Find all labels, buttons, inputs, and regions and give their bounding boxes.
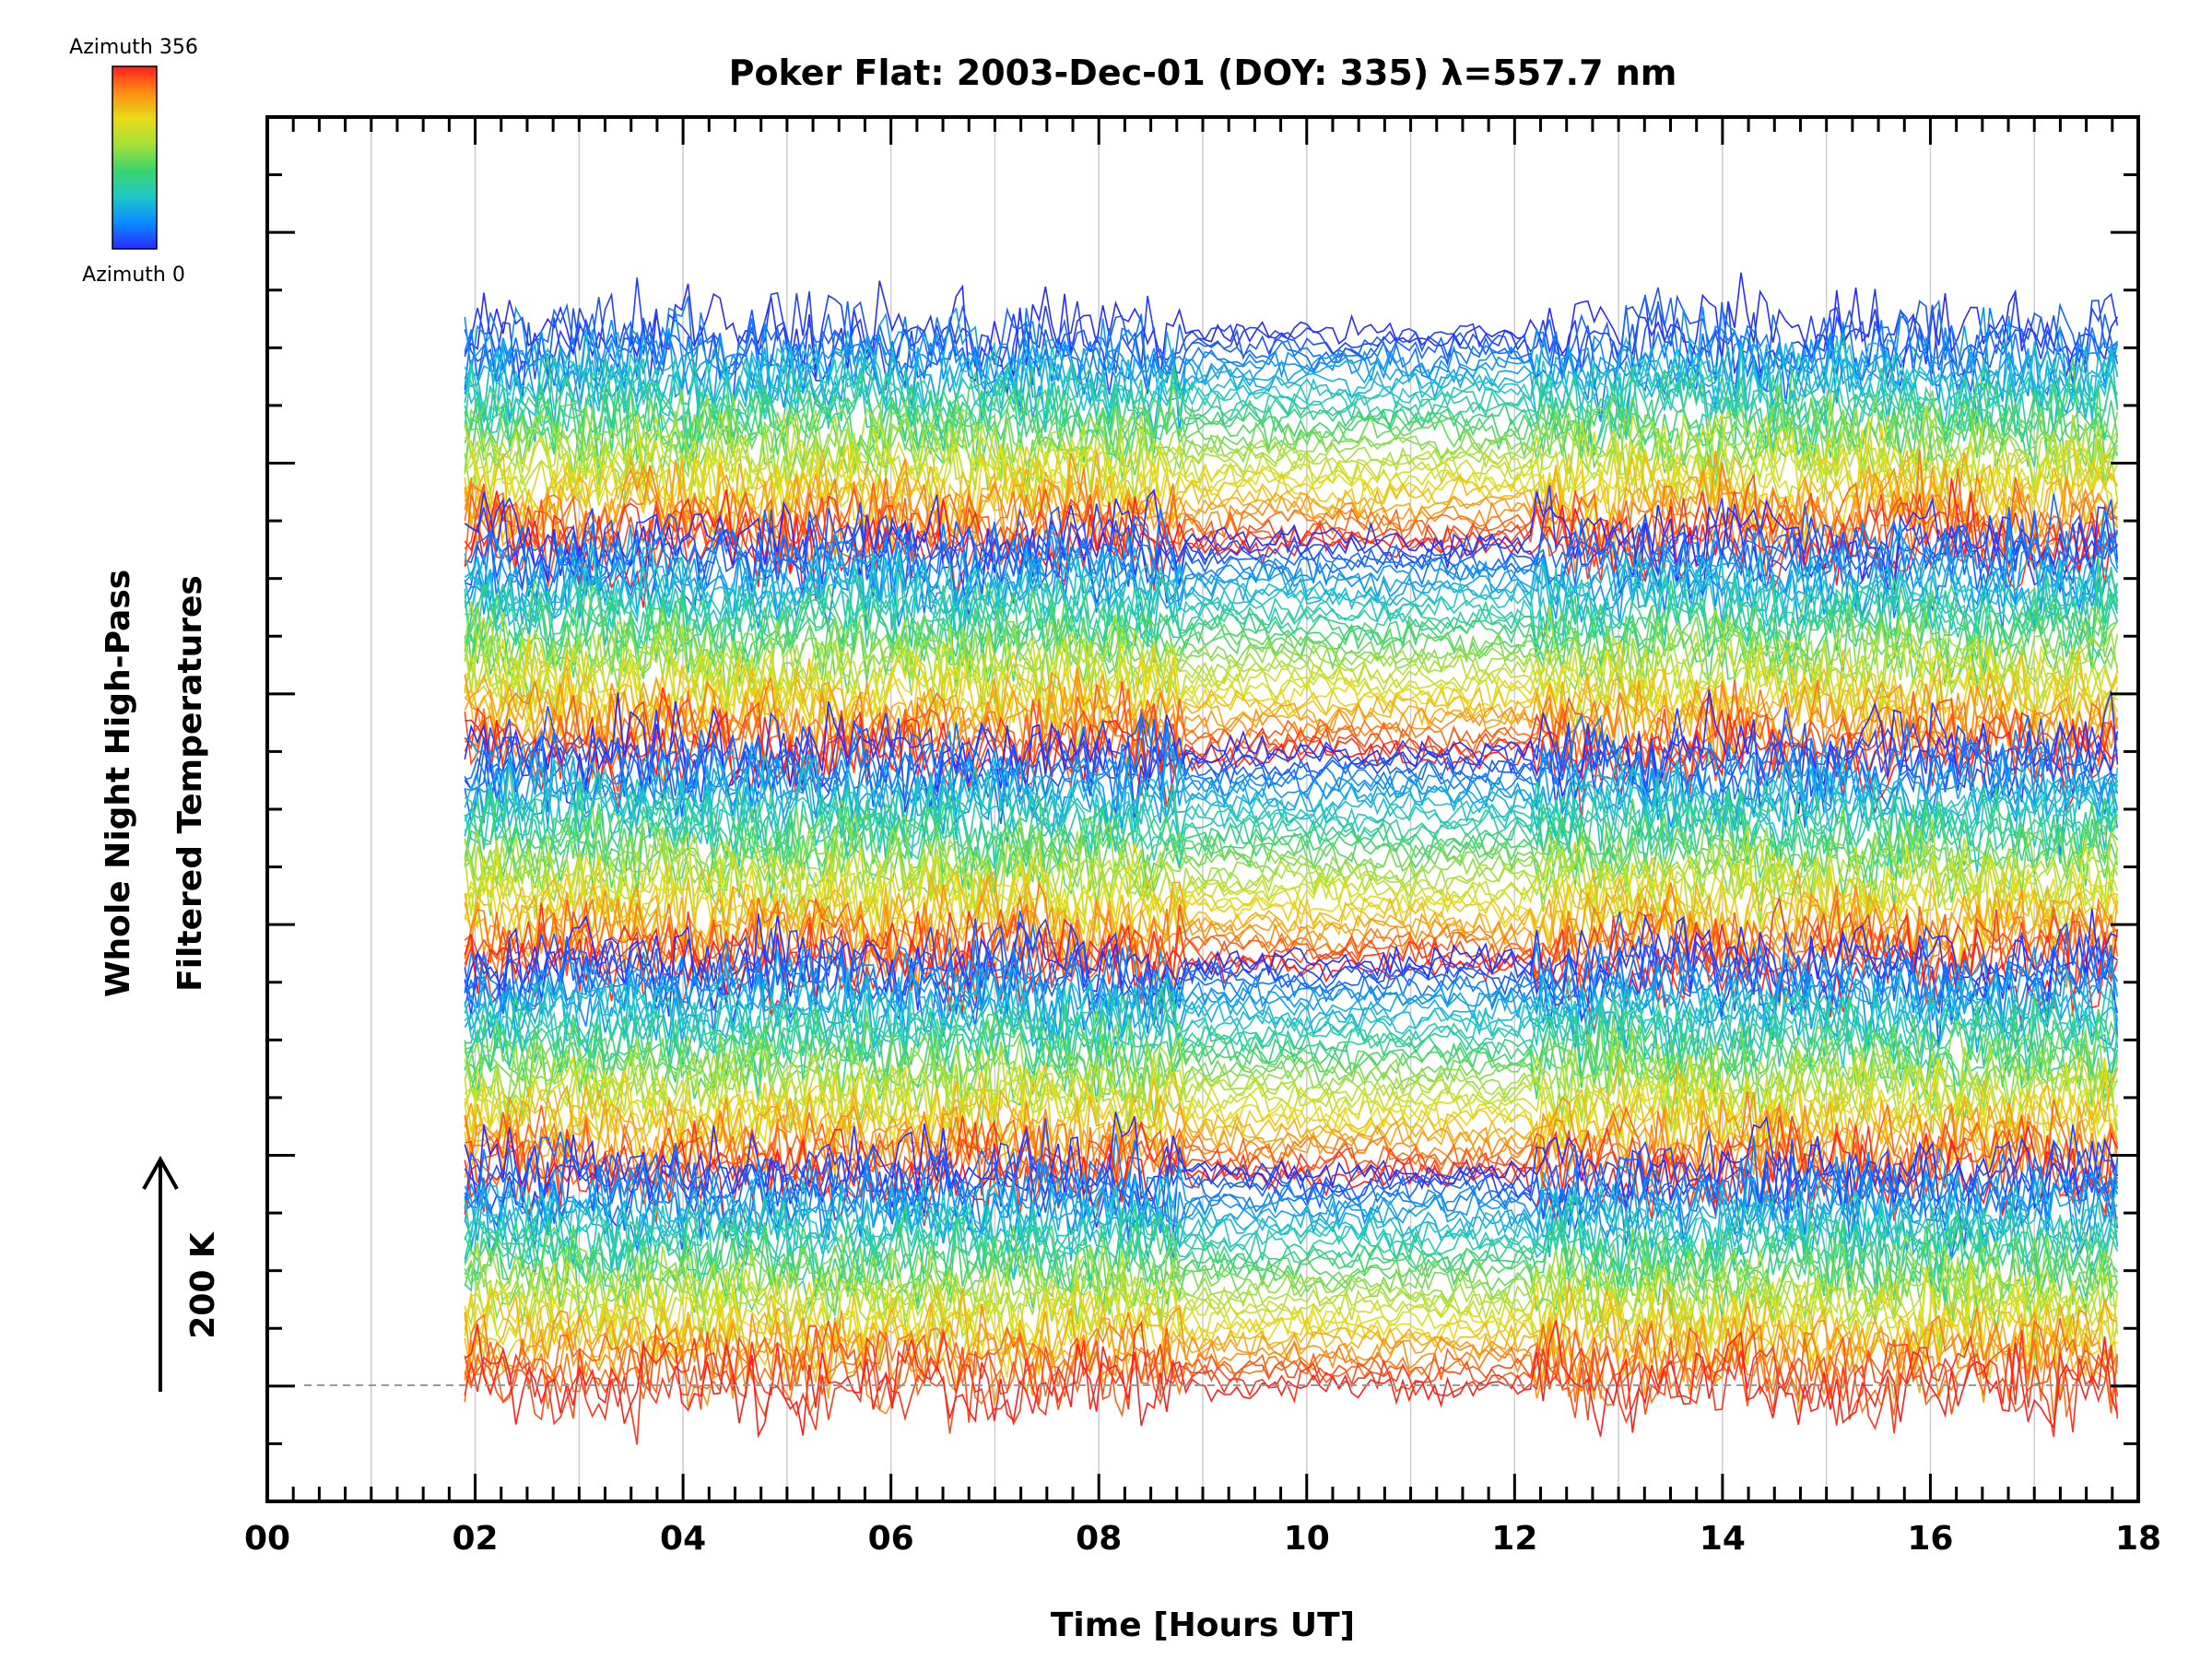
x-tick-label: 18 <box>2115 1520 2161 1558</box>
series-line <box>464 1320 2119 1439</box>
series-line <box>464 1084 2119 1198</box>
x-tick-label: 10 <box>1284 1520 1330 1558</box>
series-line <box>464 413 2119 524</box>
x-tick-label: 14 <box>1700 1520 1746 1558</box>
series-line <box>464 1279 2118 1387</box>
series-line <box>464 798 2119 929</box>
x-tick-label: 06 <box>868 1520 914 1558</box>
x-tick-label: 00 <box>244 1520 290 1558</box>
series-line <box>464 329 2119 443</box>
series-line <box>464 1176 2119 1300</box>
y-axis-label-line-2: Filtered Temperatures <box>171 575 209 992</box>
series-line <box>464 296 2118 419</box>
series-line <box>464 917 2118 1024</box>
series-line <box>464 429 2119 536</box>
series-line <box>464 806 2119 904</box>
series-line <box>465 731 2119 834</box>
series-line <box>464 353 2119 469</box>
series-line <box>464 1009 2119 1131</box>
series-line <box>464 874 2119 992</box>
series-line <box>464 1199 2119 1323</box>
series-line <box>464 1092 2119 1201</box>
colorbar-gradient <box>112 65 158 250</box>
axis-ticks <box>265 115 2140 1503</box>
series-line <box>464 453 2119 559</box>
series-line <box>464 339 2119 455</box>
series-line <box>464 690 2119 813</box>
x-tick-label: 16 <box>1907 1520 1953 1558</box>
series-line <box>464 415 2119 535</box>
series-line <box>464 1013 2119 1128</box>
series-line <box>464 1054 2118 1167</box>
x-tick-label: 02 <box>453 1520 499 1558</box>
series-line <box>464 1212 2118 1318</box>
series-line <box>464 547 2119 651</box>
series-line <box>464 306 2119 421</box>
up-arrow-icon <box>142 1155 179 1392</box>
series-line <box>464 328 2119 451</box>
series-line <box>464 679 2119 789</box>
x-tick-label: 04 <box>660 1520 706 1558</box>
chart-title: Poker Flat: 2003-Dec-01 (DOY: 335) λ=557… <box>729 53 1677 93</box>
x-tick-label: 12 <box>1491 1520 1537 1558</box>
series-line <box>464 808 2119 917</box>
x-tick-labels: 00 02 04 06 08 10 12 14 16 18 <box>244 1520 2161 1558</box>
azimuth-colorbar: Azimuth 356 Azimuth 0 <box>69 36 198 287</box>
scale-indicator: 200 K <box>142 1155 222 1392</box>
x-tick-label: 08 <box>1076 1520 1122 1558</box>
series-line <box>464 666 2119 780</box>
series-line <box>464 1317 2119 1418</box>
series-line <box>464 1036 2118 1152</box>
series-line <box>464 390 2119 524</box>
series-line <box>464 1261 2119 1376</box>
series-line <box>464 1027 2119 1156</box>
series-line <box>464 934 2119 1027</box>
series-line <box>464 975 2119 1084</box>
series-line <box>464 640 2119 766</box>
series-line <box>464 771 2118 875</box>
series-line <box>464 824 2119 933</box>
series-line <box>465 975 2119 1090</box>
series-line <box>464 786 2119 898</box>
series-line <box>464 1057 2119 1169</box>
series-line <box>464 1240 2119 1361</box>
series-line <box>464 947 2119 1053</box>
series-line <box>464 1257 2118 1370</box>
series-line <box>464 385 2119 503</box>
series-line <box>464 904 2119 1008</box>
x-axis-label: Time [Hours UT] <box>1051 1606 1355 1644</box>
series-line <box>464 491 2119 602</box>
scale-indicator-label: 200 K <box>184 1231 222 1339</box>
series-line <box>464 545 2119 684</box>
series-line <box>464 305 2119 433</box>
series-line <box>464 412 2119 523</box>
data-series <box>464 272 2119 1445</box>
series-line <box>464 924 2119 1041</box>
series-line <box>464 1158 2119 1262</box>
y-axis-label-line-1: Whole Night High-Pass <box>100 570 137 997</box>
series-line <box>464 753 2119 873</box>
series-line <box>464 742 2119 865</box>
series-line <box>464 938 2119 1051</box>
series-line <box>465 494 2119 612</box>
colorbar-top-label: Azimuth 356 <box>69 36 198 59</box>
series-line <box>465 1059 2119 1179</box>
series-line <box>465 556 2118 688</box>
colorbar-bottom-label: Azimuth 0 <box>82 264 185 287</box>
series-line <box>464 1124 2119 1234</box>
series-line <box>464 638 2119 747</box>
series-line <box>464 765 2119 871</box>
series-line <box>464 681 2119 793</box>
series-line <box>464 987 2118 1100</box>
series-line <box>464 1266 2119 1378</box>
series-line <box>464 838 2119 962</box>
series-line <box>464 524 2119 631</box>
series-line <box>464 1320 2119 1434</box>
series-line <box>464 1285 2119 1393</box>
y-axis-label: Whole Night High-Pass Filtered Temperatu… <box>100 570 209 997</box>
series-line <box>464 1320 2119 1445</box>
series-line <box>464 1133 2119 1264</box>
